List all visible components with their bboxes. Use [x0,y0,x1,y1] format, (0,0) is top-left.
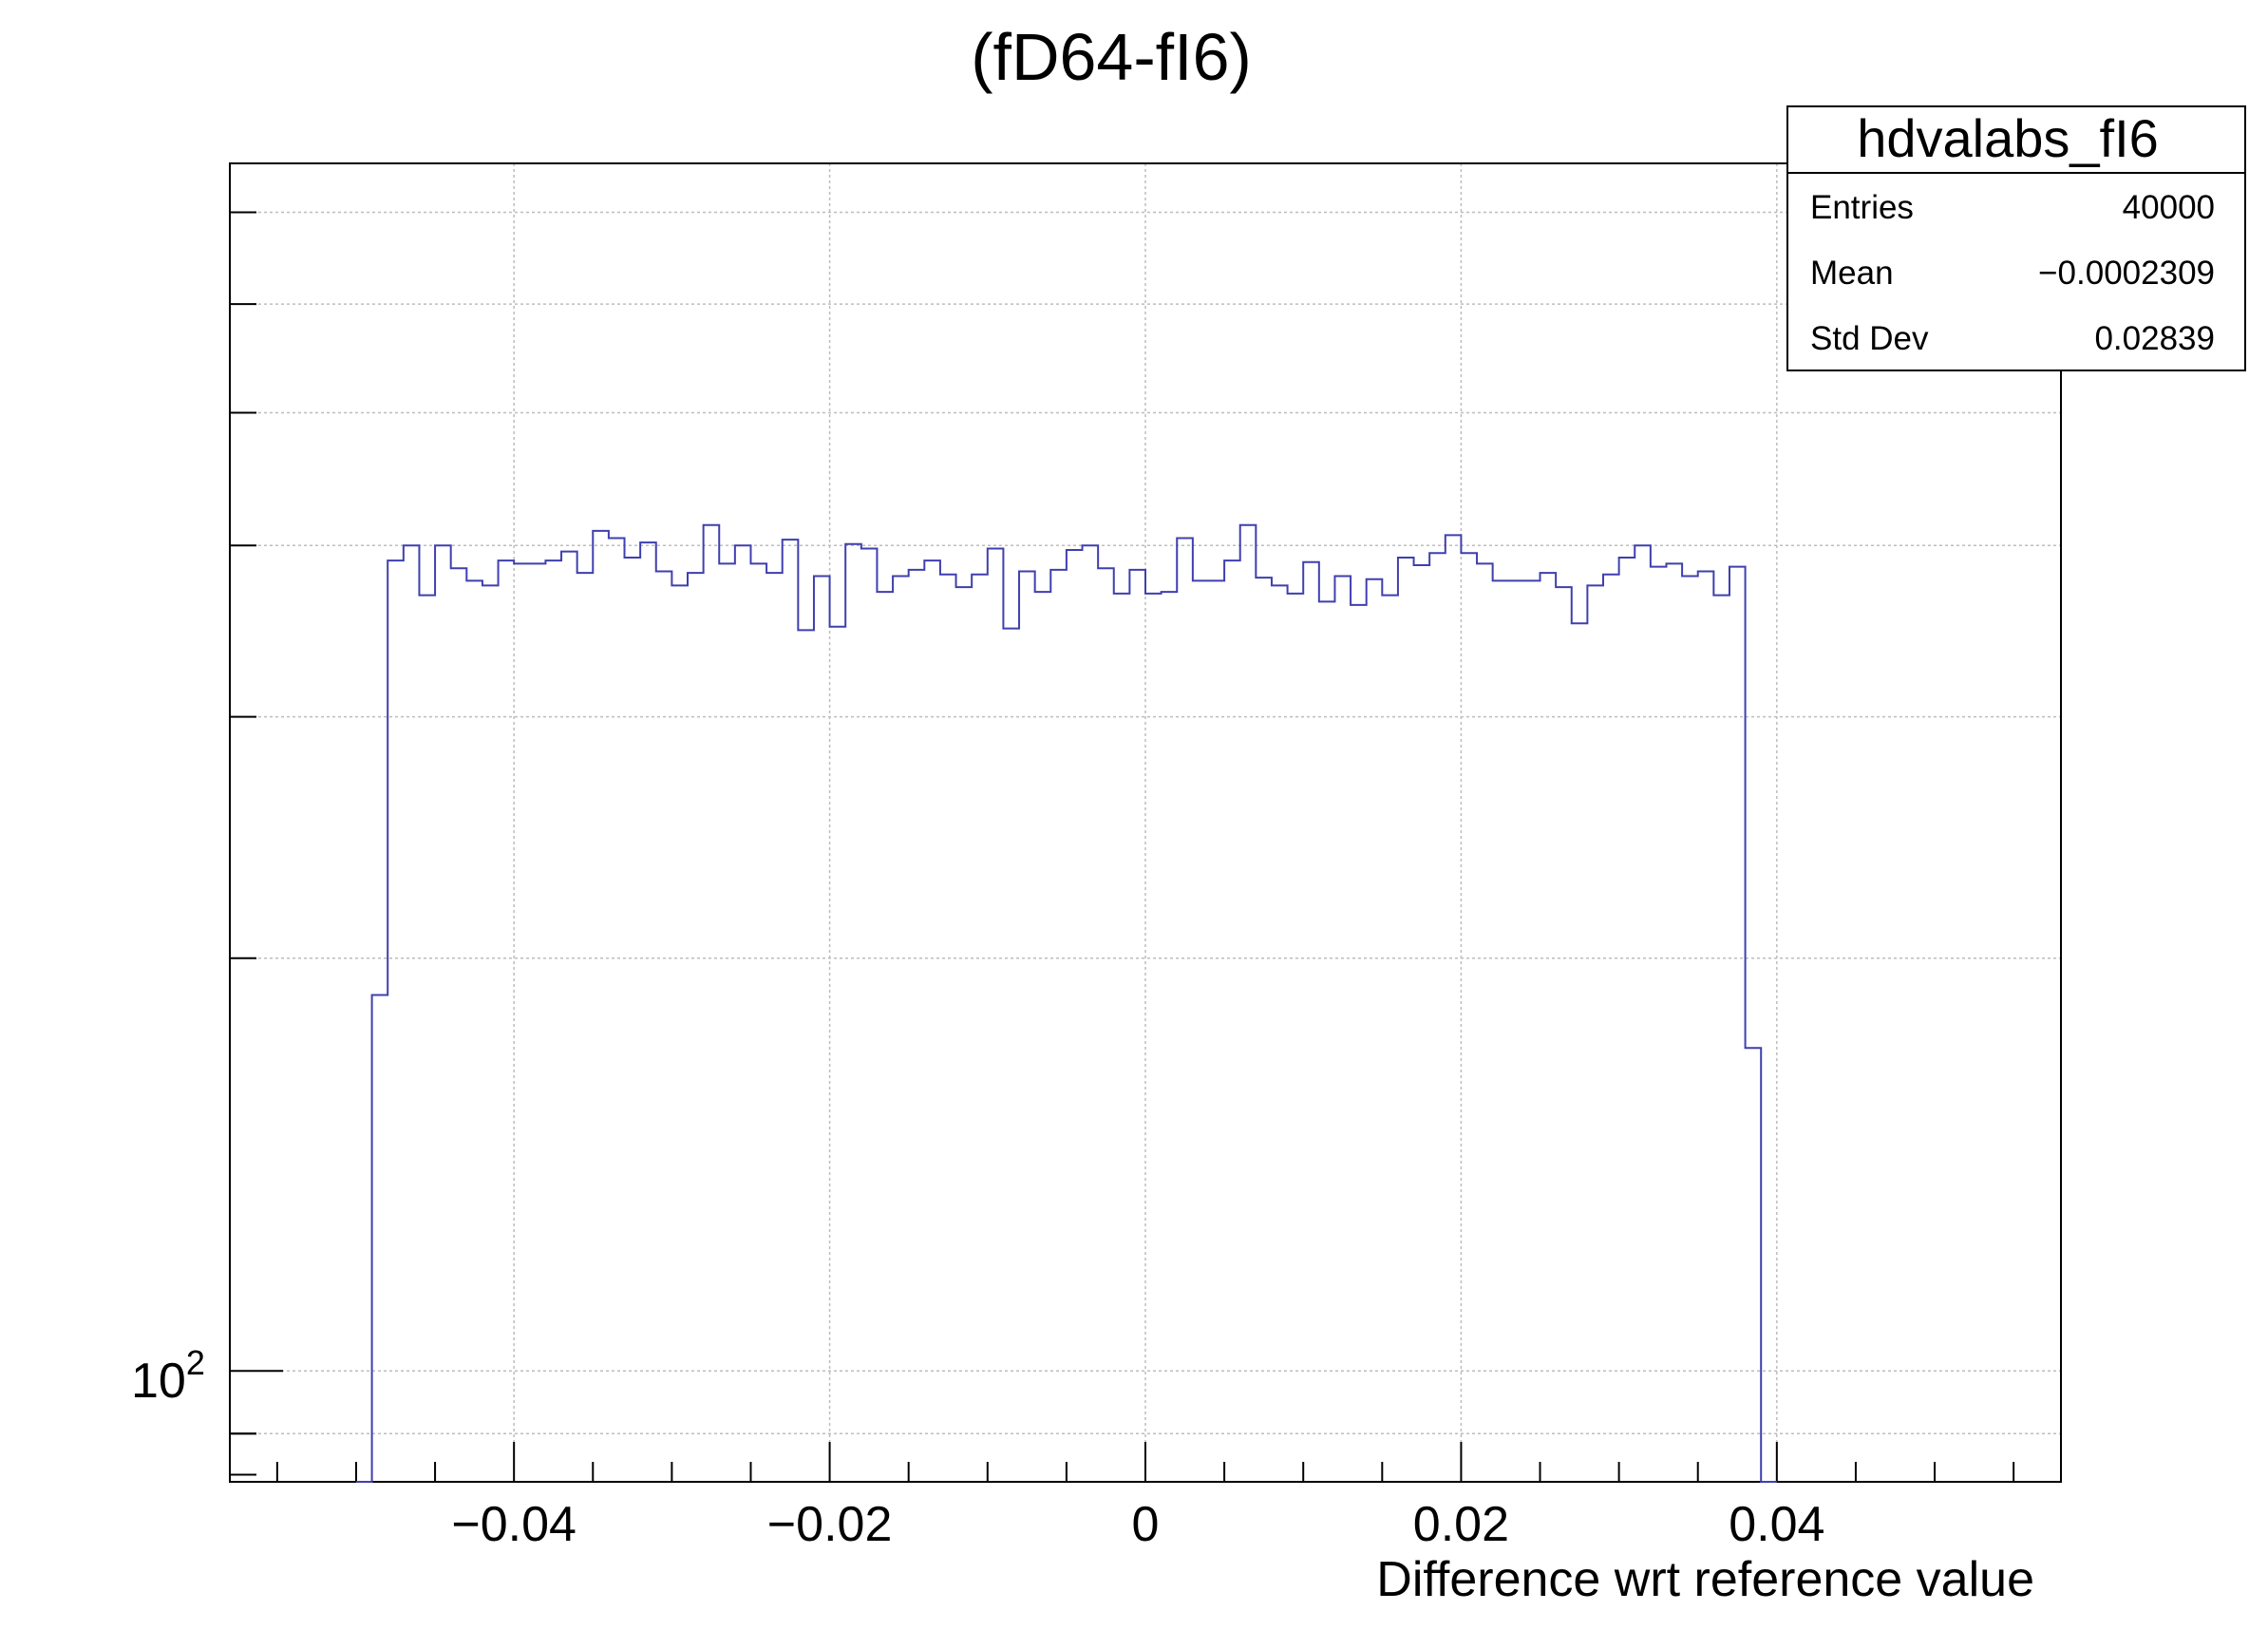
x-tick-label: −0.02 [767,1497,893,1552]
x-tick-label: 0.02 [1413,1497,1509,1552]
x-tick-labels: −0.04 −0.02 0 0.02 0.04 [451,1497,1824,1552]
stats-stddev-value: 0.02839 [2094,320,2215,357]
x-axis-label: Difference wrt reference value [1376,1552,2034,1607]
x-tick-label: −0.04 [451,1497,576,1552]
stats-stddev-label: Std Dev [1810,320,1929,357]
stats-entries-value: 40000 [2123,189,2215,226]
y-tick-label: 102 [131,1343,205,1409]
stats-entries-label: Entries [1810,189,1914,226]
x-tick-label: 0.04 [1729,1497,1824,1552]
stats-mean-value: −0.0002309 [2038,255,2215,292]
stats-mean-label: Mean [1810,255,1894,292]
histogram-line [355,523,1777,1483]
axis-ticks [230,211,2015,1482]
grid-lines [230,163,2061,1482]
x-tick-label: 0 [1132,1497,1160,1552]
stats-box: hdvalabs_fI6 Entries 40000 Mean −0.00023… [1786,105,2246,371]
chart-title: (fD64-fI6) [971,20,1252,94]
stats-title: hdvalabs_fI6 [1857,108,2159,168]
plot-frame [229,162,2062,1483]
y-tick-labels: 102 [131,1343,205,1409]
